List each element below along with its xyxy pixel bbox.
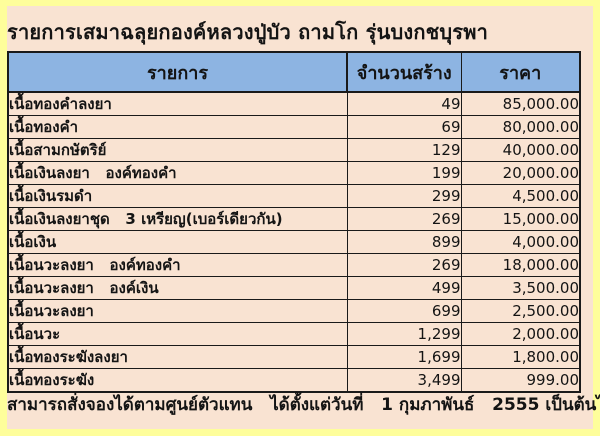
item-cell: เนื้อทองระฆังลงยา bbox=[7, 345, 348, 369]
table-row: เนื้อทองคำ 69 80,000.00 bbox=[7, 115, 581, 139]
price-cell: 4,500.00 bbox=[460, 184, 581, 208]
price-cell: 2,500.00 bbox=[460, 299, 581, 323]
page-title: รายการเสมาฉลุยกองค์หลวงปู่บัว ถามโก รุ่น… bbox=[7, 20, 489, 44]
price-cell: 20,000.00 bbox=[460, 161, 581, 185]
table-header-row: รายการ จำนวนสร้าง ราคา bbox=[7, 51, 581, 93]
price-cell: 4,000.00 bbox=[460, 230, 581, 254]
item-cell: เนื้อเงินลงยา องค์ทองคำ bbox=[7, 161, 348, 185]
price-cell: 85,000.00 bbox=[460, 91, 581, 116]
table-row: เนื้อเงิน 899 4,000.00 bbox=[7, 230, 581, 254]
quantity-cell: 299 bbox=[346, 184, 462, 208]
table-row: เนื้อทองระฆังลงยา 1,699 1,800.00 bbox=[7, 345, 581, 369]
table-row: เนื้อทองระฆัง 3,499 999.00 bbox=[7, 368, 581, 393]
column-header-price: ราคา bbox=[460, 51, 581, 93]
table-row: เนื้อทองคำลงยา 49 85,000.00 bbox=[7, 91, 581, 116]
price-cell: 1,800.00 bbox=[460, 345, 581, 369]
table-row: เนื้อนวะลงยา องค์เงิน 499 3,500.00 bbox=[7, 276, 581, 300]
table-row: เนื้อสามกษัตริย์ 129 40,000.00 bbox=[7, 138, 581, 162]
footer-note: สามารถสั่งจองได้ตามศูนย์ตัวแทน ได้ตั้งแต… bbox=[7, 395, 600, 415]
price-cell: 15,000.00 bbox=[460, 207, 581, 231]
quantity-cell: 499 bbox=[346, 276, 462, 300]
price-cell: 18,000.00 bbox=[460, 253, 581, 277]
item-cell: เนื้อเงิน bbox=[7, 230, 348, 254]
item-cell: เนื้อทองคำ bbox=[7, 115, 348, 139]
quantity-cell: 49 bbox=[346, 91, 462, 116]
item-cell: เนื้อนวะลงยา องค์เงิน bbox=[7, 276, 348, 300]
quantity-cell: 269 bbox=[346, 253, 462, 277]
table-row: เนื้อเงินลงยา องค์ทองคำ 199 20,000.00 bbox=[7, 161, 581, 185]
price-table: รายการ จำนวนสร้าง ราคา เนื้อทองคำลงยา 49… bbox=[7, 51, 581, 393]
column-header-quantity: จำนวนสร้าง bbox=[346, 51, 462, 93]
column-header-item: รายการ bbox=[7, 51, 348, 93]
table-row: เนื้อนวะ 1,299 2,000.00 bbox=[7, 322, 581, 346]
price-cell: 999.00 bbox=[460, 368, 581, 393]
item-cell: เนื้อเงินรมดำ bbox=[7, 184, 348, 208]
quantity-cell: 69 bbox=[346, 115, 462, 139]
price-cell: 3,500.00 bbox=[460, 276, 581, 300]
quantity-cell: 1,699 bbox=[346, 345, 462, 369]
price-cell: 2,000.00 bbox=[460, 322, 581, 346]
item-cell: เนื้อทองระฆัง bbox=[7, 368, 348, 393]
quantity-cell: 899 bbox=[346, 230, 462, 254]
table-row: เนื้อนวะลงยา 699 2,500.00 bbox=[7, 299, 581, 323]
table-row: เนื้อนวะลงยา องค์ทองคำ 269 18,000.00 bbox=[7, 253, 581, 277]
item-cell: เนื้อนวะลงยา องค์ทองคำ bbox=[7, 253, 348, 277]
quantity-cell: 129 bbox=[346, 138, 462, 162]
table-row: เนื้อเงินรมดำ 299 4,500.00 bbox=[7, 184, 581, 208]
item-cell: เนื้อทองคำลงยา bbox=[7, 91, 348, 116]
quantity-cell: 1,299 bbox=[346, 322, 462, 346]
price-cell: 40,000.00 bbox=[460, 138, 581, 162]
quantity-cell: 3,499 bbox=[346, 368, 462, 393]
item-cell: เนื้อนวะลงยา bbox=[7, 299, 348, 323]
table-row: เนื้อเงินลงยาชุด 3 เหรียญ(เบอร์เดียวกัน)… bbox=[7, 207, 581, 231]
quantity-cell: 699 bbox=[346, 299, 462, 323]
item-cell: เนื้อสามกษัตริย์ bbox=[7, 138, 348, 162]
price-cell: 80,000.00 bbox=[460, 115, 581, 139]
quantity-cell: 269 bbox=[346, 207, 462, 231]
quantity-cell: 199 bbox=[346, 161, 462, 185]
item-cell: เนื้อนวะ bbox=[7, 322, 348, 346]
item-cell: เนื้อเงินลงยาชุด 3 เหรียญ(เบอร์เดียวกัน) bbox=[7, 207, 348, 231]
